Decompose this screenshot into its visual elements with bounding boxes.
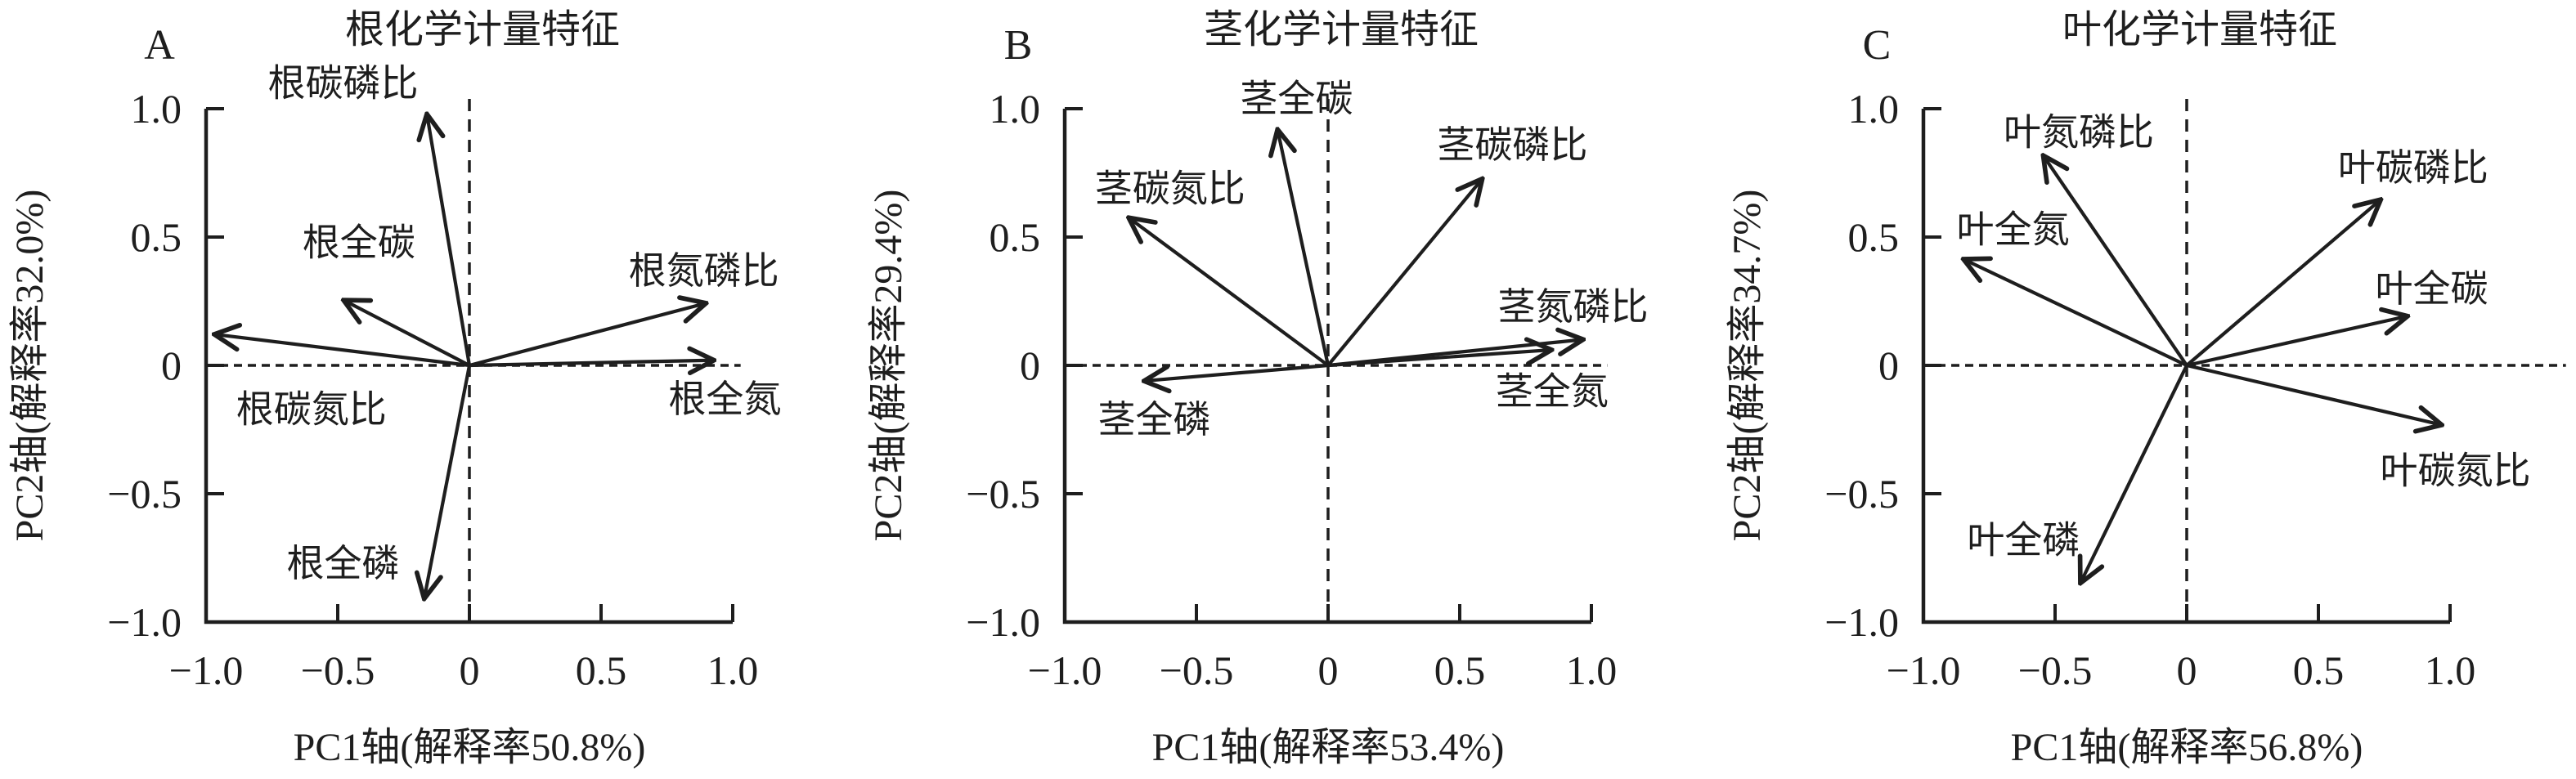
x-tick-label: 0.5	[1434, 647, 1486, 693]
loading-vector-arrow	[1278, 132, 1331, 366]
loading-vector-arrow	[469, 304, 704, 368]
y-tick-label: 0	[1878, 342, 1899, 388]
y-tick-label: 1.0	[1848, 86, 1900, 132]
x-tick-label: −0.5	[1160, 647, 1234, 693]
y-tick-label: −0.5	[966, 471, 1040, 517]
y-tick-label: 0	[161, 342, 182, 388]
loading-vector-label: 叶氮磷比	[2004, 111, 2154, 153]
y-tick-label: 0.5	[1848, 214, 1900, 260]
panel-letter: A	[144, 22, 175, 69]
loading-vector-arrow	[1147, 363, 1329, 381]
loading-vector-arrow	[1326, 181, 1481, 367]
loading-vector-arrow	[1966, 260, 2188, 367]
panel-leaf-stoichiometry: 1.0 0.5 0 −0.5 −1.0 −1.0 −0.5 0 0.5 1.0 叶氮磷比叶碳磷比叶全…	[1717, 0, 2576, 779]
loading-vector-arrow	[2185, 201, 2379, 367]
biplot-canvas-A: 1.0 0.5 0 −0.5 −1.0−1.0 −0.5 0 0.5 1.0 根碳磷比根全碳根碳氮…	[8, 8, 781, 769]
x-axis-title: PC1轴(解释率50.8%)	[294, 726, 646, 769]
loading-vector-arrow	[2081, 365, 2188, 581]
x-tick-label: 1.0	[707, 647, 759, 693]
loading-vector-arrow	[346, 302, 470, 367]
x-tick-label: 0.5	[576, 647, 627, 693]
y-tick-label: −1.0	[1824, 599, 1899, 645]
panel-title: 叶化学计量特征	[2062, 8, 2337, 51]
loading-vector-label: 茎氮磷比	[1497, 286, 1648, 328]
y-tick-label: 1.0	[990, 86, 1041, 132]
y-tick-label: 0.5	[131, 214, 182, 260]
loading-vector-label: 茎全氮	[1496, 370, 1609, 412]
x-tick-label: −0.5	[301, 647, 375, 693]
y-tick-label: 0	[1020, 342, 1040, 388]
x-tick-label: −1.0	[1028, 647, 1102, 693]
y-tick-label: 0.5	[990, 214, 1041, 260]
loading-vector-label: 叶碳氮比	[2380, 450, 2530, 492]
loading-vector-label: 根全氮	[668, 378, 781, 420]
loading-vector-arrow	[217, 334, 470, 368]
loading-vector-label: 根全碳	[303, 222, 415, 263]
x-tick-label: −0.5	[2018, 647, 2093, 693]
x-tick-label: 1.0	[2425, 647, 2476, 693]
loading-vector-label: 茎全碳	[1240, 78, 1353, 119]
loading-vector-arrow	[427, 116, 472, 366]
loading-vector-arrow	[2186, 316, 2405, 368]
x-tick-label: 0	[2177, 647, 2197, 693]
loading-vector-arrow	[2186, 363, 2439, 424]
loading-vector-arrow	[2044, 158, 2188, 367]
y-axis-title: PC2轴(解释率32.0%)	[8, 190, 52, 542]
panel-stem-stoichiometry: 1.0 0.5 0 −0.5 −1.0 −1.0 −0.5 0 0.5 1.0 茎全碳茎碳磷比茎碳氮…	[859, 0, 1717, 779]
biplot-canvas-C: 1.0 0.5 0 −0.5 −1.0−1.0 −0.5 0 0.5 1.0 叶氮磷比叶碳磷比叶全…	[1726, 8, 2566, 769]
y-axis-title: PC2轴(解释率34.7%)	[1726, 190, 1769, 542]
panel-letter: C	[1863, 22, 1892, 69]
loading-vector-arrow	[424, 365, 472, 597]
loading-vector-label: 叶全氮	[1956, 209, 2069, 251]
loading-vector-label: 叶碳磷比	[2338, 147, 2488, 189]
loading-vector-label: 根碳磷比	[267, 63, 418, 105]
panel-title: 茎化学计量特征	[1204, 8, 1479, 51]
panel-title: 根化学计量特征	[345, 8, 620, 51]
y-tick-label: −0.5	[1824, 471, 1899, 517]
loading-vector-label: 茎碳磷比	[1437, 124, 1587, 166]
biplot-canvas-B: 1.0 0.5 0 −0.5 −1.0−1.0 −0.5 0 0.5 1.0 茎全碳茎碳磷比茎碳氮…	[867, 8, 1648, 769]
y-axis-title: PC2轴(解释率29.4%)	[867, 190, 910, 542]
loading-vector-label: 茎全磷	[1097, 399, 1210, 441]
x-tick-label: −1.0	[1887, 647, 1961, 693]
x-axis-title: PC1轴(解释率56.8%)	[2011, 726, 2363, 769]
panel-root-stoichiometry: 1.0 0.5 0 −0.5 −1.0 −1.0 −0.5 0 0.5 1.0 根碳磷比根全碳根碳氮…	[0, 0, 859, 779]
y-tick-label: −1.0	[107, 599, 182, 645]
x-tick-label: −1.0	[169, 647, 244, 693]
x-tick-label: 0	[460, 647, 480, 693]
y-tick-label: 1.0	[131, 86, 182, 132]
x-tick-label: 0	[1318, 647, 1339, 693]
loading-vector-label: 根碳氮比	[236, 388, 387, 430]
loading-vector-label: 根氮磷比	[629, 250, 779, 292]
loading-vector-arrow	[1327, 350, 1549, 368]
x-tick-label: 0.5	[2293, 647, 2345, 693]
x-tick-label: 1.0	[1566, 647, 1618, 693]
loading-vector-label: 根全磷	[286, 543, 399, 584]
x-axis-title: PC1轴(解释率53.4%)	[1152, 726, 1505, 769]
loading-vector-label: 茎碳氮比	[1095, 168, 1245, 209]
y-tick-label: −0.5	[107, 471, 182, 517]
loading-vector-arrow	[1131, 219, 1330, 367]
loading-vector-label: 叶全磷	[1967, 520, 2080, 562]
panel-letter: B	[1004, 22, 1033, 69]
y-tick-label: −1.0	[966, 599, 1040, 645]
loading-vector-label: 叶全碳	[2375, 268, 2488, 310]
loading-vector-arrow	[469, 360, 711, 365]
